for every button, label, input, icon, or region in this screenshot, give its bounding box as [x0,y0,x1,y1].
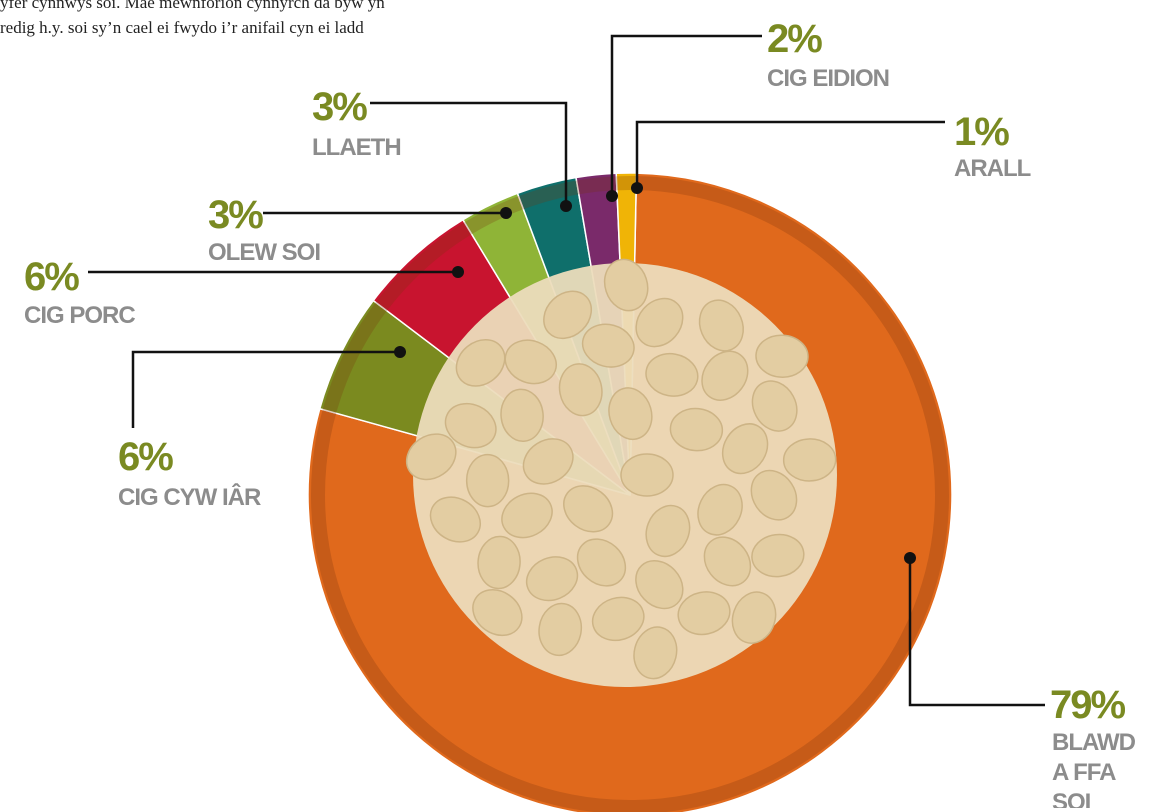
leader-dot [560,200,572,212]
bean [721,423,769,475]
bean [608,387,653,441]
bean [620,453,674,497]
leader-line [635,120,945,188]
bean [465,453,510,508]
bean [701,350,749,401]
leader-dot [904,552,916,564]
bean [455,339,506,387]
bean [591,596,645,642]
category-label: ARALL [954,155,1031,182]
bean [558,363,603,417]
bean [429,496,481,543]
category-label: CIG EIDION [767,65,889,92]
bean [501,492,553,539]
bean [633,626,678,680]
bean [603,258,649,312]
bean [543,290,593,340]
leader-dot [394,346,406,358]
value-label: 6% [118,435,173,479]
bean [751,380,798,432]
category-label: OLEW SOI [208,239,320,266]
value-label: 3% [208,193,263,237]
bean [677,591,731,636]
bean [697,483,743,536]
leader-line [908,558,1045,707]
value-label: 79% [1050,683,1125,727]
leader-dot [500,207,512,219]
leader-dot [452,266,464,278]
value-label: 1% [954,110,1009,154]
bean [645,352,699,397]
category-label: CIG CYW IÂR [118,483,261,511]
leader-line [370,101,568,206]
bean [635,297,684,348]
bean [477,535,521,590]
value-label: 3% [312,85,367,129]
bean [563,485,614,533]
caption-line: redig h.y. soi sy’n cael ei fwydo i’r an… [0,18,364,37]
leader-line [610,34,762,196]
category-label-box: BLAWD A FFA SOI [1052,729,1136,808]
pie-slice [307,172,953,812]
bean [504,339,557,385]
bowl-rim [311,176,949,812]
category-label: CIG PORC [24,302,135,329]
leader-dot [606,190,618,202]
bean [703,536,752,587]
bean [522,438,574,485]
category-label: BLAWD A FFA SOI [1052,729,1136,808]
bean [576,538,627,587]
bean [538,602,583,657]
bean [525,556,579,602]
bean [635,560,684,610]
bean [472,589,523,637]
bean [755,334,809,378]
bean [751,533,805,578]
bean [500,388,544,442]
bean [669,407,724,452]
leader-line [131,350,400,428]
bean [731,591,777,644]
bean [750,469,798,521]
bean [581,323,635,368]
category-label: LLAETH [312,134,401,161]
bean [444,402,497,449]
bean [405,433,457,481]
bean [782,438,837,482]
bean [698,299,744,352]
caption-line: yfer cynnwys soi. Mae mewnforion cynnyrc… [0,0,385,12]
value-label: 6% [24,255,79,299]
value-label: 2% [767,17,822,61]
leader-dot [631,182,643,194]
bean [645,504,691,558]
